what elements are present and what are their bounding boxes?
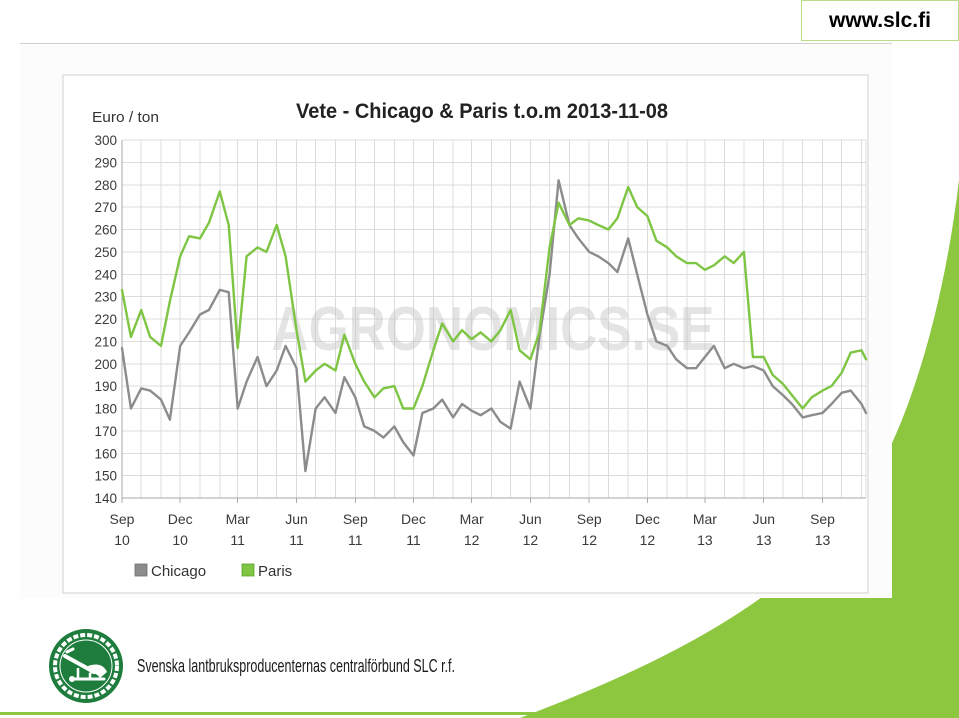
x-tick-label-year: 11 xyxy=(406,532,421,548)
chart-panel: Vete - Chicago & Paris t.o.m 2013-11-08 … xyxy=(20,45,892,598)
y-tick-label: 280 xyxy=(94,178,117,193)
y-tick-label: 290 xyxy=(94,155,117,170)
y-tick-label: 230 xyxy=(94,290,117,305)
y-tick-label: 270 xyxy=(94,200,117,215)
watermark: AGRONOMICS.SE xyxy=(272,295,715,364)
y-tick-label: 180 xyxy=(94,402,117,417)
legend-swatch-chicago xyxy=(134,563,148,577)
x-tick-label-month: Sep xyxy=(110,511,135,527)
website-url-box: www.slc.fi xyxy=(801,0,959,41)
chart-title: Vete - Chicago & Paris t.o.m 2013-11-08 xyxy=(296,100,668,123)
y-tick-label: 300 xyxy=(94,133,117,148)
x-tick-label-year: 12 xyxy=(523,532,539,548)
legend: Chicago Paris xyxy=(134,563,292,580)
y-tick-label: 260 xyxy=(94,223,117,238)
emblem-chain-ring xyxy=(53,633,119,699)
organization-name: Svenska lantbruksproducenternas centralf… xyxy=(137,656,455,676)
y-tick-label: 150 xyxy=(94,469,117,484)
x-tick-label-month: Sep xyxy=(577,511,602,527)
x-tick-label-year: 12 xyxy=(581,532,597,548)
legend-item-chicago: Chicago xyxy=(134,563,206,580)
series-lines xyxy=(120,179,868,473)
x-tick-label-month: Mar xyxy=(460,511,484,527)
y-tick-label: 250 xyxy=(94,245,117,260)
plow-icon xyxy=(63,647,107,682)
x-tick-label-month: Dec xyxy=(635,511,660,527)
x-tick-label-month: Mar xyxy=(693,511,717,527)
x-tick-label-year: 11 xyxy=(348,532,363,548)
x-tick-label-year: 10 xyxy=(114,532,130,548)
x-tick-label-year: 13 xyxy=(815,532,831,548)
y-tick-label: 200 xyxy=(94,357,117,372)
y-tick-label: 190 xyxy=(94,379,117,394)
x-tick-label-year: 13 xyxy=(697,532,713,548)
x-tick-label-month: Sep xyxy=(810,511,835,527)
wheat-price-line-chart: Vete - Chicago & Paris t.o.m 2013-11-08 … xyxy=(62,74,869,594)
x-tick-label-month: Jun xyxy=(752,511,775,527)
y-tick-label: 140 xyxy=(94,491,117,506)
top-divider xyxy=(20,43,892,44)
y-axis-label: Euro / ton xyxy=(92,109,159,126)
y-tick-label: 210 xyxy=(94,334,117,349)
legend-label-paris: Paris xyxy=(258,563,292,580)
x-tick-label-month: Jun xyxy=(285,511,308,527)
x-tick-labels: Sep 10 Dec 10 Mar 11 Jun 11 Sep 11 Dec 11 Mar 12 Jun 12… xyxy=(110,498,835,548)
series-line-paris xyxy=(120,185,868,410)
y-tick-label: 170 xyxy=(94,424,117,439)
legend-label-chicago: Chicago xyxy=(151,563,206,580)
x-tick-label-month: Dec xyxy=(401,511,426,527)
bottom-green-line xyxy=(0,712,959,715)
x-tick-label-month: Dec xyxy=(168,511,193,527)
x-tick-label-year: 11 xyxy=(289,532,304,548)
series-line-chicago xyxy=(120,179,868,473)
axes xyxy=(121,140,867,499)
legend-swatch-paris xyxy=(241,563,255,577)
legend-item-paris: Paris xyxy=(241,563,292,580)
x-tick-label-year: 10 xyxy=(172,532,188,548)
x-tick-label-month: Jun xyxy=(519,511,542,527)
y-tick-label: 240 xyxy=(94,267,117,282)
y-tick-labels: 140 150 160 170 180 190 200 210 220 230 240 250 260 2… xyxy=(94,133,117,506)
organization-name-block: Svenska lantbruksproducenternas centralf… xyxy=(137,656,455,676)
y-tick-label: 220 xyxy=(94,312,117,327)
website-url: www.slc.fi xyxy=(829,8,931,32)
x-tick-label-year: 12 xyxy=(640,532,656,548)
x-tick-label-year: 13 xyxy=(756,532,772,548)
y-tick-label: 160 xyxy=(94,446,117,461)
plow-emblem-icon xyxy=(49,629,123,703)
x-tick-label-year: 12 xyxy=(464,532,480,548)
x-tick-label-month: Mar xyxy=(226,511,250,527)
x-tick-label-year: 11 xyxy=(230,532,245,548)
x-tick-label-month: Sep xyxy=(343,511,368,527)
